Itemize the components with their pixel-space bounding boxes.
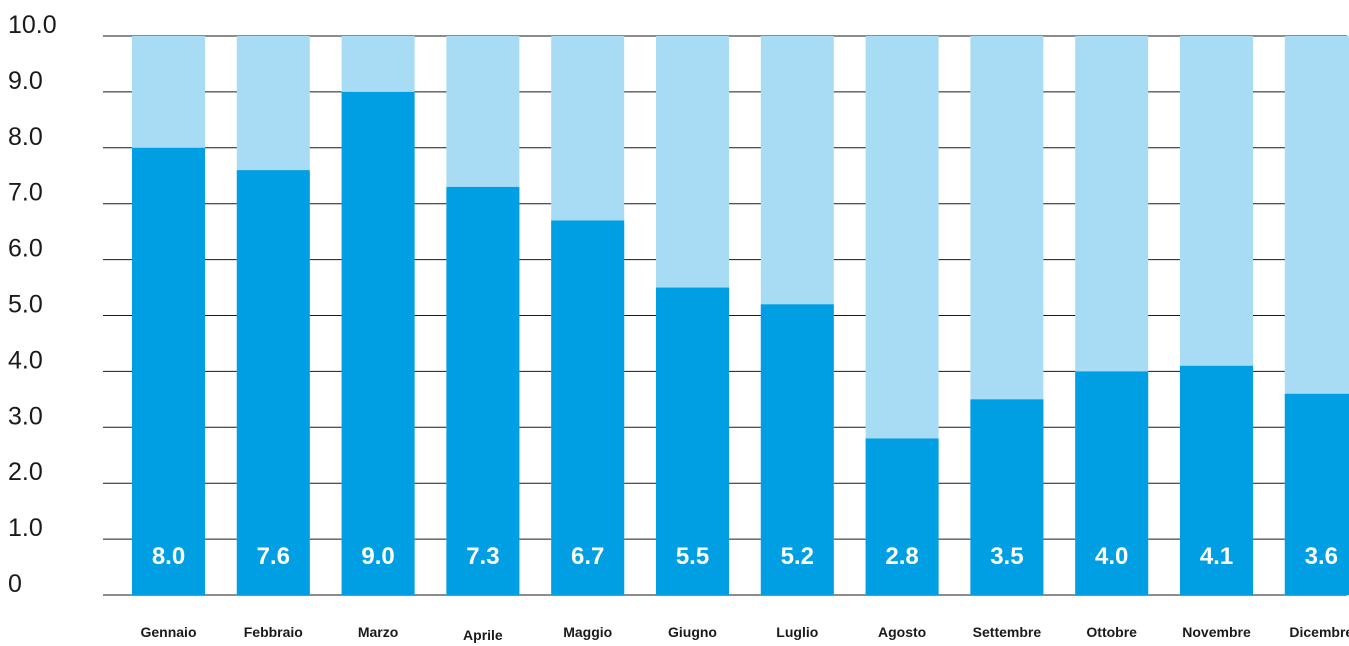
y-tick-label: 2.0 [8, 458, 43, 486]
bar-giugno [656, 287, 729, 595]
bar-agosto [865, 438, 939, 595]
x-tick-label: Settembre [973, 624, 1042, 640]
value-label: 7.6 [257, 543, 290, 570]
value-label: 6.7 [571, 543, 604, 570]
bar-maggio [551, 220, 625, 595]
bar-settembre [970, 399, 1044, 595]
bar-marzo [341, 91, 415, 596]
x-tick-label: Luglio [776, 624, 818, 640]
value-label: 5.2 [781, 543, 814, 570]
bars: 8.0 7.6 9.0 7.3 6.7 5.5 5.2 2.8 3.5 4.0 4.1 3.6 [132, 36, 1349, 596]
value-label: 5.5 [676, 543, 709, 570]
x-tick-label: Ottobre [1086, 624, 1137, 640]
x-tick-label: Maggio [563, 624, 612, 640]
y-tick-label: 7.0 [8, 179, 43, 207]
bar-luglio [760, 304, 834, 595]
x-tick-label: Dicembre [1289, 624, 1349, 640]
y-axis-ticks: 0 1.0 2.0 3.0 4.0 5.0 6.0 7.0 8.0 9.0 10.0 [8, 11, 57, 598]
value-label: 2.8 [885, 543, 918, 570]
value-label: 7.3 [466, 543, 499, 570]
value-label: 4.1 [1200, 543, 1233, 570]
y-tick-label: 5.0 [8, 291, 43, 319]
x-tick-label: Febbraio [244, 624, 303, 640]
y-tick-label: 3.0 [8, 402, 43, 430]
bar-febbraio [236, 170, 310, 595]
x-tick-label: Gennaio [140, 624, 196, 640]
x-tick-label: Marzo [358, 624, 398, 640]
x-tick-label: Agosto [878, 624, 926, 640]
y-tick-label: 9.0 [8, 67, 43, 95]
bar-dicembre [1284, 393, 1349, 595]
x-tick-label: Aprile [463, 627, 503, 643]
bar-novembre [1180, 365, 1253, 595]
value-label: 3.6 [1305, 543, 1338, 570]
y-tick-label: 6.0 [8, 235, 43, 263]
bar-aprile [446, 186, 520, 595]
y-tick-label: 8.0 [8, 123, 43, 151]
x-axis-ticks: Gennaio Febbraio Marzo Aprile Maggio Giugno Lu… [140, 624, 1349, 643]
value-label: 3.5 [990, 543, 1023, 570]
value-label: 8.0 [152, 543, 185, 570]
value-label: 4.0 [1095, 543, 1128, 570]
x-tick-label: Novembre [1182, 624, 1251, 640]
bar-ottobre [1075, 371, 1149, 595]
x-tick-label: Giugno [668, 624, 717, 640]
bar-gennaio [132, 147, 205, 596]
y-tick-label: 0 [8, 570, 22, 598]
y-tick-label: 4.0 [8, 346, 43, 374]
y-tick-label: 1.0 [8, 514, 43, 542]
value-label: 9.0 [361, 543, 394, 570]
y-tick-label: 10.0 [8, 11, 57, 39]
